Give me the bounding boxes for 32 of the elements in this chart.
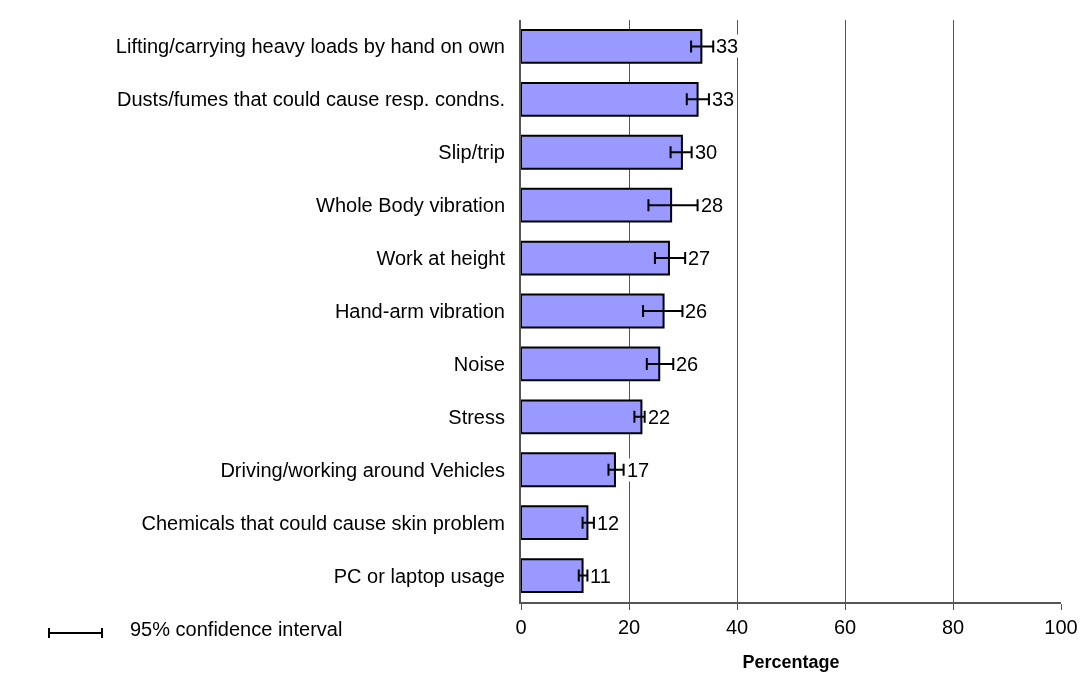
bar bbox=[521, 399, 643, 435]
data-label: 22 bbox=[648, 406, 671, 428]
data-label: 12 bbox=[597, 512, 620, 534]
y-tick-label: Hand-arm vibration bbox=[334, 300, 505, 322]
y-tick-label: PC or laptop usage bbox=[333, 564, 505, 587]
data-label: 33 bbox=[716, 35, 739, 57]
y-tick-label: Lifting/carrying heavy loads by hand on own bbox=[115, 35, 505, 58]
bar bbox=[521, 558, 584, 593]
y-tick-label: Whole Body vibration bbox=[316, 194, 505, 217]
data-label: 11 bbox=[590, 565, 611, 587]
data-label: 30 bbox=[695, 141, 718, 163]
text: 95% confidence interval bbox=[130, 618, 343, 640]
x-tick-label: 60 bbox=[833, 616, 857, 638]
x-tick-label: 80 bbox=[941, 616, 965, 638]
data-label: 26 bbox=[685, 300, 708, 322]
x-tick-label: 0 bbox=[515, 616, 527, 638]
y-tick-label: Noise bbox=[453, 352, 505, 375]
y-tick-label: Stress bbox=[448, 405, 505, 428]
y-tick-label: Dusts/fumes that could cause resp. condns. bbox=[117, 88, 505, 111]
data-label: 26 bbox=[676, 353, 699, 375]
x-tick-label: 40 bbox=[725, 616, 749, 638]
x-tick-label: 20 bbox=[617, 616, 641, 638]
data-label: 28 bbox=[701, 194, 724, 216]
data-label: 27 bbox=[688, 247, 711, 269]
x-tick-label: 100 bbox=[1044, 616, 1078, 638]
y-tick-label: Work at height bbox=[376, 247, 506, 270]
y-tick-label: Slip/trip bbox=[438, 141, 505, 164]
data-label: 33 bbox=[712, 88, 735, 110]
x-axis-title: Percentage bbox=[742, 651, 840, 672]
data-label: 17 bbox=[627, 459, 650, 481]
y-tick-label: Chemicals that could cause skin problem bbox=[141, 511, 505, 534]
y-tick-label: Driving/working around Vehicles bbox=[220, 458, 505, 481]
